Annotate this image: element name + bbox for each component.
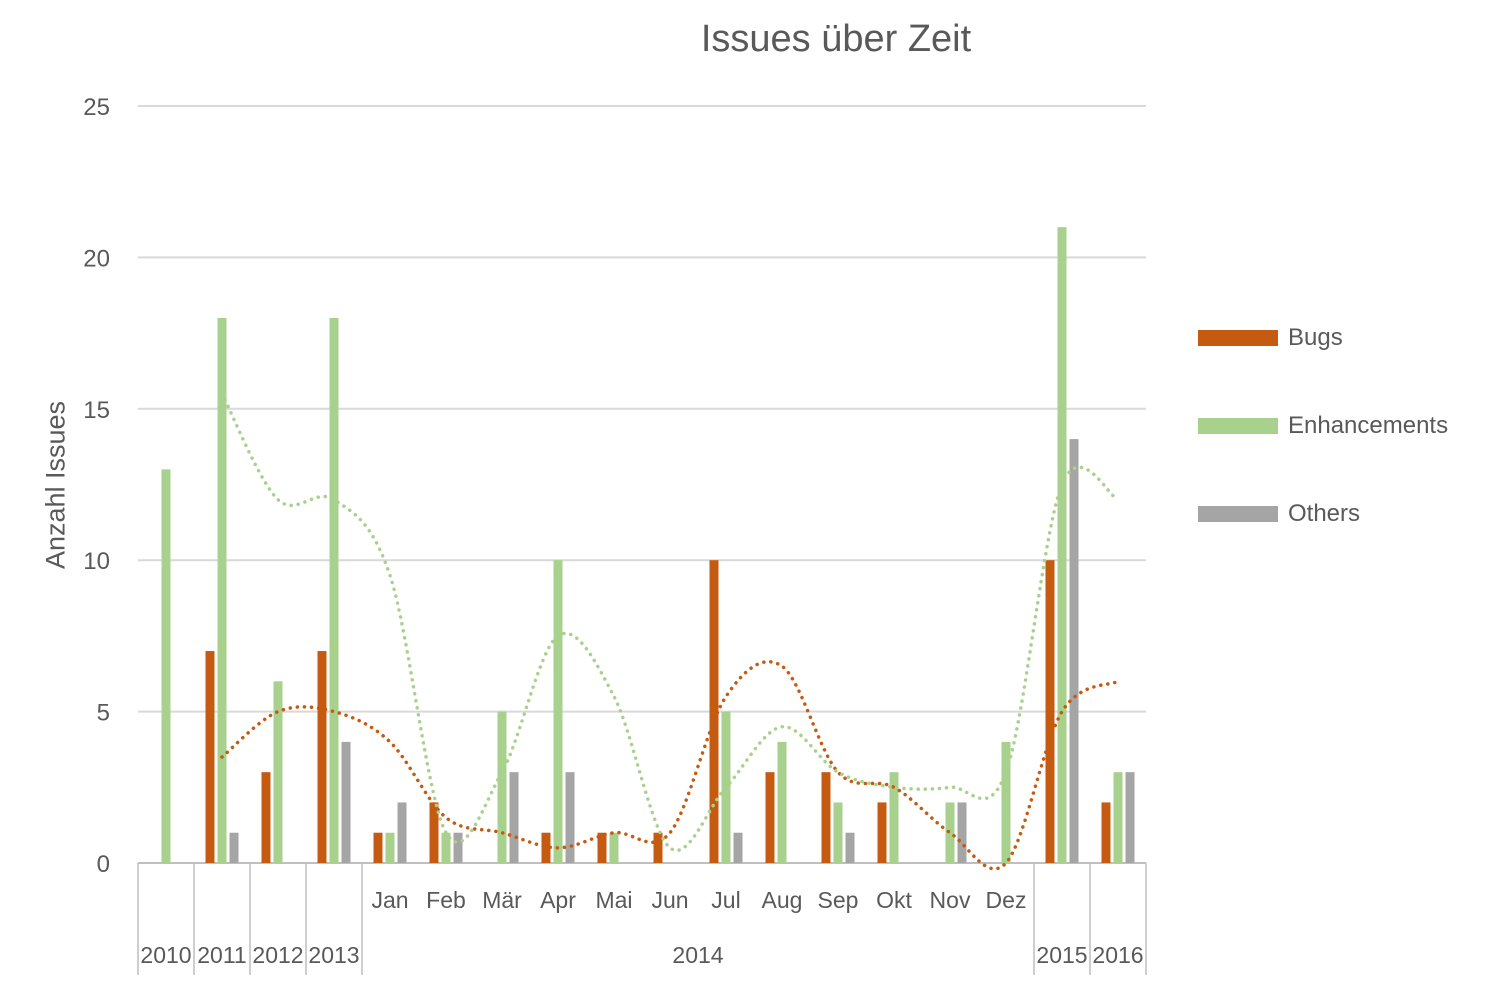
x-tick-label: Dez: [986, 887, 1027, 913]
y-tick-label: 20: [83, 245, 110, 272]
x-tick-label: Jun: [651, 887, 688, 913]
bar-enhancements: [329, 317, 339, 864]
bar-enhancements: [385, 832, 395, 863]
x-group-label: 2014: [672, 942, 723, 968]
gridlines: [138, 105, 1146, 864]
chart-title: Issues über Zeit: [700, 18, 972, 60]
x-axis: Jan Feb Mär Apr Mai Jun Jul Aug Sep Okt Nov Dez 2010…: [137, 863, 1147, 975]
legend-label-others: Others: [1288, 500, 1361, 527]
y-tick-label: 15: [83, 397, 110, 424]
x-tick-label: Jul: [711, 887, 740, 913]
x-tick-label: Nov: [930, 887, 971, 913]
bar-others: [957, 802, 967, 863]
bar-enhancements: [889, 772, 899, 863]
bar-bugs: [821, 772, 831, 863]
trendlines: [220, 391, 1120, 871]
x-tick-label: Feb: [426, 887, 466, 913]
legend-item-enhancements: Enhancements: [1198, 406, 1448, 446]
bar-enhancements: [609, 832, 619, 863]
x-group-label: 2013: [308, 942, 359, 968]
bar-bugs: [765, 772, 775, 863]
bar-bugs: [373, 832, 383, 863]
legend-label-bugs: Bugs: [1288, 324, 1343, 351]
y-axis-tick-labels: 0 5 10 15 20 25: [83, 94, 110, 878]
bar-enhancements: [441, 832, 451, 863]
x-tick-label: Mär: [482, 887, 522, 913]
bar-bugs: [653, 832, 663, 863]
bar-bugs: [205, 651, 215, 863]
trendline-bugs: [220, 659, 1120, 871]
x-group-label: 2016: [1092, 942, 1143, 968]
bar-enhancements: [777, 741, 787, 863]
legend: Bugs Enhancements Others: [1198, 318, 1448, 582]
bar-enhancements: [217, 317, 227, 864]
bar-others: [453, 832, 463, 863]
x-group-label: 2010: [140, 942, 191, 968]
x-tick-label: Mai: [595, 887, 632, 913]
y-tick-label: 5: [97, 700, 110, 727]
x-group-label: 2012: [252, 942, 303, 968]
bar-others: [733, 832, 743, 863]
bar-others: [845, 832, 855, 863]
y-tick-label: 25: [83, 94, 110, 121]
bar-others: [397, 802, 407, 863]
bar-bugs: [541, 832, 551, 863]
legend-swatch-bugs: [1198, 330, 1278, 346]
bars: [161, 227, 1135, 864]
bar-bugs: [429, 802, 439, 863]
bar-enhancements: [1113, 772, 1123, 863]
bar-enhancements: [833, 802, 843, 863]
bar-bugs: [317, 651, 327, 863]
bar-bugs: [1045, 560, 1055, 863]
legend-swatch-others: [1198, 506, 1278, 522]
x-group-label: 2015: [1036, 942, 1087, 968]
bar-bugs: [709, 560, 719, 863]
trendline-enhancements: [220, 391, 1120, 853]
bar-bugs: [1101, 802, 1111, 863]
x-tick-label: Okt: [876, 887, 912, 913]
bar-others: [341, 741, 351, 863]
legend-item-bugs: Bugs: [1198, 318, 1448, 358]
x-tick-label: Aug: [762, 887, 803, 913]
bar-enhancements: [161, 469, 171, 863]
legend-label-enhancements: Enhancements: [1288, 412, 1449, 439]
bar-bugs: [261, 772, 271, 863]
bar-enhancements: [1001, 741, 1011, 863]
x-tick-label: Jan: [371, 887, 408, 913]
y-tick-label: 10: [83, 548, 110, 575]
bar-enhancements: [553, 560, 563, 863]
bar-others: [509, 772, 519, 863]
bar-enhancements: [1057, 227, 1067, 863]
legend-swatch-enhancements: [1198, 418, 1278, 434]
bar-others: [1069, 439, 1079, 863]
legend-item-others: Others: [1198, 494, 1448, 534]
bar-bugs: [877, 802, 887, 863]
x-tick-label: Apr: [540, 887, 576, 913]
y-axis-title-text: Anzahl Issues: [40, 400, 71, 570]
bar-others: [229, 832, 239, 863]
y-tick-label: 0: [97, 851, 110, 878]
bar-bugs: [597, 832, 607, 863]
x-group-label: 2011: [197, 942, 246, 968]
bar-others: [565, 772, 575, 863]
bar-others: [1125, 772, 1135, 863]
bar-enhancements: [497, 711, 507, 863]
x-tick-label: Sep: [818, 887, 859, 913]
bar-enhancements: [273, 681, 283, 863]
